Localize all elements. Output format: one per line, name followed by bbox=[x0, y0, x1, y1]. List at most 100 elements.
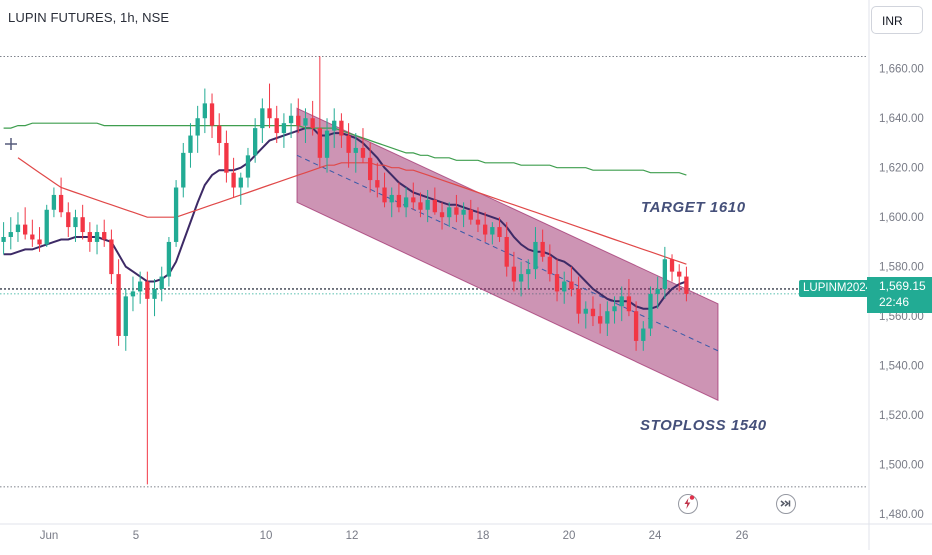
lightning-alert-icon[interactable] bbox=[678, 494, 698, 514]
candle[interactable] bbox=[490, 222, 495, 245]
candle[interactable] bbox=[598, 303, 603, 334]
candle[interactable] bbox=[626, 279, 632, 317]
candle[interactable] bbox=[396, 182, 402, 213]
candle[interactable] bbox=[332, 108, 337, 148]
candle[interactable] bbox=[195, 105, 200, 153]
candle[interactable] bbox=[389, 187, 394, 218]
candle[interactable] bbox=[281, 113, 287, 148]
candle[interactable] bbox=[447, 202, 452, 228]
candle[interactable] bbox=[360, 128, 366, 163]
candle[interactable] bbox=[418, 192, 423, 218]
candle[interactable] bbox=[576, 276, 581, 324]
candle[interactable] bbox=[217, 113, 222, 156]
candle[interactable] bbox=[116, 259, 121, 346]
candle[interactable] bbox=[181, 142, 186, 198]
candle[interactable] bbox=[253, 118, 258, 163]
replay-forward-icon[interactable] bbox=[776, 494, 796, 514]
candle[interactable] bbox=[130, 276, 136, 312]
candle[interactable] bbox=[152, 279, 157, 317]
candle[interactable] bbox=[562, 271, 567, 304]
candle[interactable] bbox=[583, 301, 588, 329]
candle[interactable] bbox=[483, 212, 488, 242]
candle[interactable] bbox=[547, 244, 552, 282]
candle[interactable] bbox=[655, 276, 660, 309]
candle[interactable] bbox=[109, 229, 114, 284]
candle[interactable] bbox=[533, 227, 538, 280]
candle[interactable] bbox=[260, 98, 265, 143]
candle[interactable] bbox=[375, 162, 380, 198]
candle[interactable] bbox=[425, 189, 430, 223]
candle[interactable] bbox=[677, 264, 682, 292]
candle[interactable] bbox=[353, 133, 358, 173]
candle[interactable] bbox=[173, 180, 179, 247]
candle[interactable] bbox=[633, 301, 639, 351]
candle[interactable] bbox=[468, 199, 473, 225]
candle[interactable] bbox=[612, 296, 617, 324]
candle[interactable] bbox=[641, 321, 646, 351]
candle[interactable] bbox=[224, 130, 229, 183]
candle[interactable] bbox=[8, 217, 13, 250]
candle[interactable] bbox=[245, 147, 251, 188]
candle[interactable] bbox=[569, 266, 574, 297]
candle[interactable] bbox=[238, 172, 243, 205]
candle[interactable] bbox=[411, 182, 416, 210]
currency-button[interactable]: INR bbox=[871, 6, 923, 34]
candle[interactable] bbox=[231, 157, 236, 198]
candle[interactable] bbox=[202, 88, 207, 134]
candle[interactable] bbox=[37, 227, 42, 252]
candle[interactable] bbox=[619, 286, 624, 322]
candle[interactable] bbox=[87, 222, 92, 252]
candle[interactable] bbox=[554, 259, 560, 302]
candle[interactable] bbox=[432, 187, 437, 215]
candle[interactable] bbox=[454, 194, 459, 223]
candle[interactable] bbox=[475, 207, 481, 233]
candle[interactable] bbox=[209, 93, 215, 139]
candle[interactable] bbox=[439, 202, 445, 230]
candle[interactable] bbox=[403, 187, 409, 218]
target-annotation[interactable]: TARGET 1610 bbox=[641, 199, 746, 216]
candle[interactable] bbox=[684, 266, 689, 302]
candle[interactable] bbox=[138, 271, 143, 304]
candle[interactable] bbox=[368, 142, 373, 193]
candle[interactable] bbox=[58, 177, 64, 218]
candle[interactable] bbox=[288, 103, 294, 139]
candle[interactable] bbox=[339, 113, 344, 148]
candle[interactable] bbox=[518, 261, 524, 297]
candle[interactable] bbox=[44, 204, 49, 247]
stoploss-annotation[interactable]: STOPLOSS 1540 bbox=[640, 417, 767, 434]
symbol-title[interactable]: LUPIN FUTURES, 1h, NSE bbox=[8, 10, 170, 25]
candle[interactable] bbox=[159, 266, 164, 302]
candle[interactable] bbox=[80, 204, 85, 240]
candle[interactable] bbox=[123, 288, 128, 351]
candle[interactable] bbox=[66, 202, 71, 237]
candle[interactable] bbox=[317, 56, 322, 168]
candle[interactable] bbox=[497, 217, 502, 242]
candle[interactable] bbox=[30, 219, 35, 247]
candle[interactable] bbox=[303, 108, 308, 143]
candle[interactable] bbox=[526, 259, 531, 289]
candle[interactable] bbox=[540, 229, 545, 262]
candle[interactable] bbox=[511, 251, 517, 292]
candle[interactable] bbox=[23, 207, 28, 240]
candle[interactable] bbox=[51, 187, 57, 218]
candle[interactable] bbox=[324, 118, 330, 173]
candle[interactable] bbox=[296, 98, 301, 134]
candle[interactable] bbox=[94, 224, 100, 255]
candle[interactable] bbox=[310, 100, 315, 136]
candle[interactable] bbox=[461, 202, 466, 228]
candle[interactable] bbox=[382, 172, 387, 208]
candle[interactable] bbox=[267, 83, 272, 129]
candle[interactable] bbox=[188, 123, 193, 168]
candle[interactable] bbox=[15, 212, 21, 242]
candle[interactable] bbox=[504, 222, 509, 277]
candle[interactable] bbox=[145, 271, 150, 485]
candle[interactable] bbox=[166, 236, 172, 287]
candle[interactable] bbox=[274, 105, 279, 143]
candle[interactable] bbox=[102, 219, 107, 247]
candle[interactable] bbox=[605, 301, 610, 336]
candle[interactable] bbox=[346, 123, 351, 168]
candle[interactable] bbox=[590, 296, 596, 327]
candle[interactable] bbox=[1, 222, 6, 255]
